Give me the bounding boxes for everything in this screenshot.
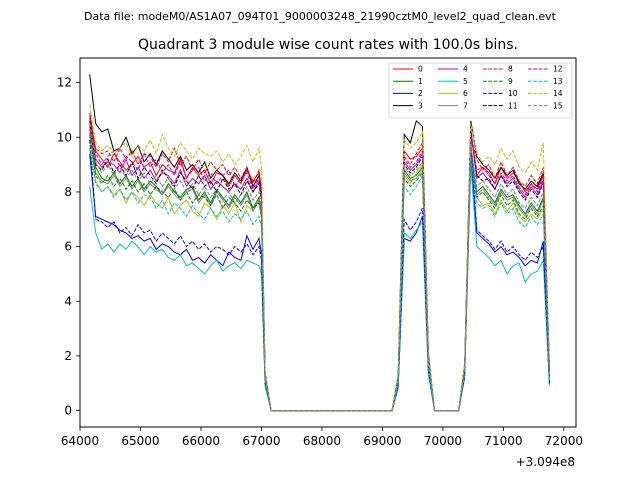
y-tick-label: 8: [64, 185, 72, 199]
series-line-5: [89, 164, 550, 412]
legend-label-5: 5: [463, 77, 468, 86]
y-tick-label: 4: [64, 294, 72, 308]
plot-frame: [79, 57, 577, 428]
x-tick-label: 72000: [545, 434, 583, 448]
series-line-9: [89, 134, 550, 412]
y-tick-label: 0: [64, 404, 72, 418]
series-line-13: [89, 148, 550, 412]
legend-label-12: 12: [553, 65, 563, 74]
series-line-10: [89, 139, 550, 412]
y-tick-label: 2: [64, 349, 72, 363]
x-tick-label: 66000: [182, 434, 220, 448]
series-line-14: [89, 104, 550, 412]
legend-label-6: 6: [463, 89, 468, 98]
legend-label-2: 2: [418, 89, 423, 98]
legend-label-14: 14: [553, 89, 563, 98]
x-tick-label: 67000: [242, 434, 280, 448]
legend-label-15: 15: [553, 101, 563, 110]
x-axis-offset-label: +3.094e8: [516, 455, 575, 469]
x-axis: 64000 65000 66000 67000 68000 69000 70000 71000…: [61, 427, 583, 448]
series-line-11: [89, 120, 550, 412]
plot-lines: [89, 74, 550, 412]
legend-label-7: 7: [463, 101, 468, 110]
legend-label-11: 11: [508, 101, 518, 110]
series-line-15: [89, 123, 550, 412]
legend-label-0: 0: [418, 65, 423, 74]
series-line-8: [89, 118, 550, 412]
x-tick-label: 64000: [61, 434, 99, 448]
y-axis: 0 2 4 6 8 10 12: [57, 76, 80, 418]
legend-label-13: 13: [553, 77, 563, 86]
series-line-4: [89, 115, 550, 412]
legend-box: [388, 62, 573, 119]
x-tick-label: 69000: [363, 434, 401, 448]
y-tick-label: 12: [57, 76, 72, 90]
chart-title: Quadrant 3 module wise count rates with …: [138, 37, 518, 53]
legend-label-1: 1: [418, 77, 423, 86]
y-tick-label: 6: [64, 240, 72, 254]
x-tick-label: 70000: [424, 434, 462, 448]
y-tick-label: 10: [57, 130, 72, 144]
x-tick-label: 68000: [303, 434, 341, 448]
chart-subtitle: Data file: modeM0/AS1A07_094T01_90000032…: [84, 10, 557, 23]
legend-label-3: 3: [418, 101, 423, 110]
legend-label-8: 8: [508, 65, 513, 74]
series-line-12: [89, 128, 550, 412]
legend-label-9: 9: [508, 77, 513, 86]
x-tick-label: 65000: [121, 434, 159, 448]
x-tick-label: 71000: [484, 434, 522, 448]
series-line-2: [89, 153, 550, 412]
legend-label-4: 4: [463, 65, 468, 74]
series-line-1: [89, 126, 550, 412]
legend-label-10: 10: [508, 89, 518, 98]
